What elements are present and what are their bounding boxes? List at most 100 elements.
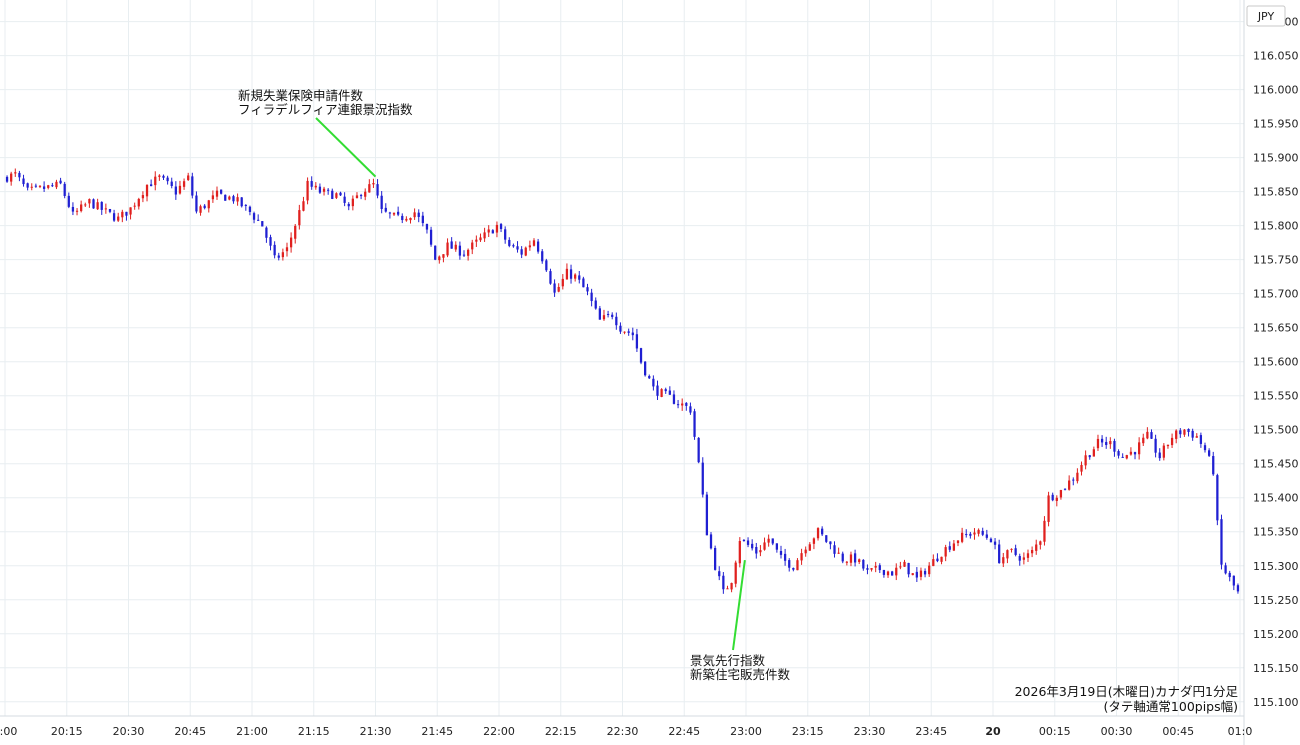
candle-down <box>269 237 272 246</box>
candle-down <box>491 230 494 234</box>
candle-up <box>808 544 811 551</box>
price-tick-label: 115.500 <box>1253 424 1299 437</box>
candle-down <box>775 543 779 550</box>
candle-up <box>199 206 202 213</box>
candle-down <box>63 183 66 196</box>
candle-down <box>450 241 453 249</box>
time-tick-label: 21:15 <box>298 725 330 738</box>
candle-up <box>355 195 359 199</box>
candle-up <box>364 191 367 197</box>
candle-up <box>285 247 289 252</box>
candle-down <box>825 535 828 542</box>
candle-down <box>1191 430 1194 438</box>
candle-down <box>1018 556 1021 561</box>
candle-up <box>487 229 490 233</box>
candle-down <box>499 224 503 229</box>
candle-up <box>298 210 301 226</box>
candle-down <box>788 560 791 568</box>
candle-down <box>429 229 433 245</box>
candle-down <box>434 245 437 260</box>
candle-up <box>236 197 239 202</box>
candle-up <box>1055 497 1058 501</box>
price-tick-label: 115.950 <box>1253 118 1299 131</box>
candle-up <box>1084 455 1087 466</box>
candle-down <box>112 213 116 221</box>
candle-down <box>18 172 21 178</box>
candle-down <box>343 196 346 203</box>
price-tick-label: 116.000 <box>1253 84 1299 97</box>
candle-down <box>195 195 198 212</box>
candle-up <box>294 225 297 239</box>
candle-down <box>1105 441 1108 446</box>
candle-down <box>792 567 795 570</box>
candle-up <box>816 528 820 539</box>
candle-down <box>191 176 194 196</box>
candle-up <box>726 588 729 590</box>
time-tick-label: 23:00 <box>730 725 762 738</box>
candle-down <box>1063 488 1067 490</box>
candle-down <box>401 215 404 221</box>
candle-down <box>516 246 519 250</box>
candle-down <box>742 539 746 541</box>
candle-down <box>541 251 544 262</box>
candle-up <box>14 172 17 174</box>
candle-down <box>549 271 552 284</box>
candle-up <box>1146 431 1149 439</box>
candle-up <box>104 208 107 210</box>
candle-up <box>121 211 124 218</box>
candle-down <box>627 331 630 333</box>
time-tick-label: 20:15 <box>51 725 83 738</box>
candle-up <box>849 554 853 563</box>
candle-up <box>1026 553 1030 558</box>
candle-up <box>88 199 91 204</box>
time-tick-label: 00:45 <box>1162 725 1194 738</box>
candle-up <box>55 181 58 188</box>
time-tick-label: 00:30 <box>1101 725 1133 738</box>
candle-down <box>981 530 984 535</box>
candle-up <box>1047 495 1050 522</box>
candle-down <box>397 211 400 215</box>
candle-down <box>1212 456 1215 475</box>
candle-down <box>71 206 75 212</box>
candle-down <box>1207 450 1211 456</box>
candle-down <box>22 178 25 185</box>
candle-up <box>870 568 873 570</box>
candle-down <box>108 209 112 212</box>
price-tick-label: 115.250 <box>1253 594 1299 607</box>
candle-up <box>182 181 186 187</box>
candle-up <box>1166 444 1170 447</box>
candle-up <box>804 549 807 554</box>
candle-down <box>166 177 169 182</box>
candle-down <box>833 545 836 554</box>
candle-up <box>623 331 626 333</box>
candle-down <box>989 538 993 543</box>
candle-up <box>528 245 532 248</box>
candle-down <box>318 186 322 193</box>
candle-up <box>911 573 914 576</box>
candle-up <box>1162 445 1165 458</box>
candle-up <box>796 560 799 571</box>
candle-down <box>174 186 177 195</box>
candle-down <box>421 215 424 224</box>
candle-up <box>368 184 371 193</box>
candle-down <box>668 390 671 395</box>
candle-down <box>1154 438 1157 453</box>
candle-down <box>252 213 256 220</box>
candle-up <box>919 570 923 577</box>
candle-up <box>565 268 569 280</box>
candle-up <box>1030 549 1034 554</box>
candle-down <box>261 221 264 227</box>
candle-up <box>1096 438 1100 449</box>
candle-up <box>1125 455 1128 459</box>
candle-down <box>26 183 29 188</box>
candle-up <box>129 207 132 215</box>
candle-up <box>413 212 416 218</box>
candle-up <box>903 561 906 567</box>
candle-down <box>458 245 462 256</box>
price-tick-label: 115.300 <box>1253 560 1299 573</box>
candle-down <box>1236 585 1240 592</box>
candle-down <box>936 558 939 562</box>
candle-up <box>133 205 136 207</box>
candle-up <box>763 542 766 550</box>
